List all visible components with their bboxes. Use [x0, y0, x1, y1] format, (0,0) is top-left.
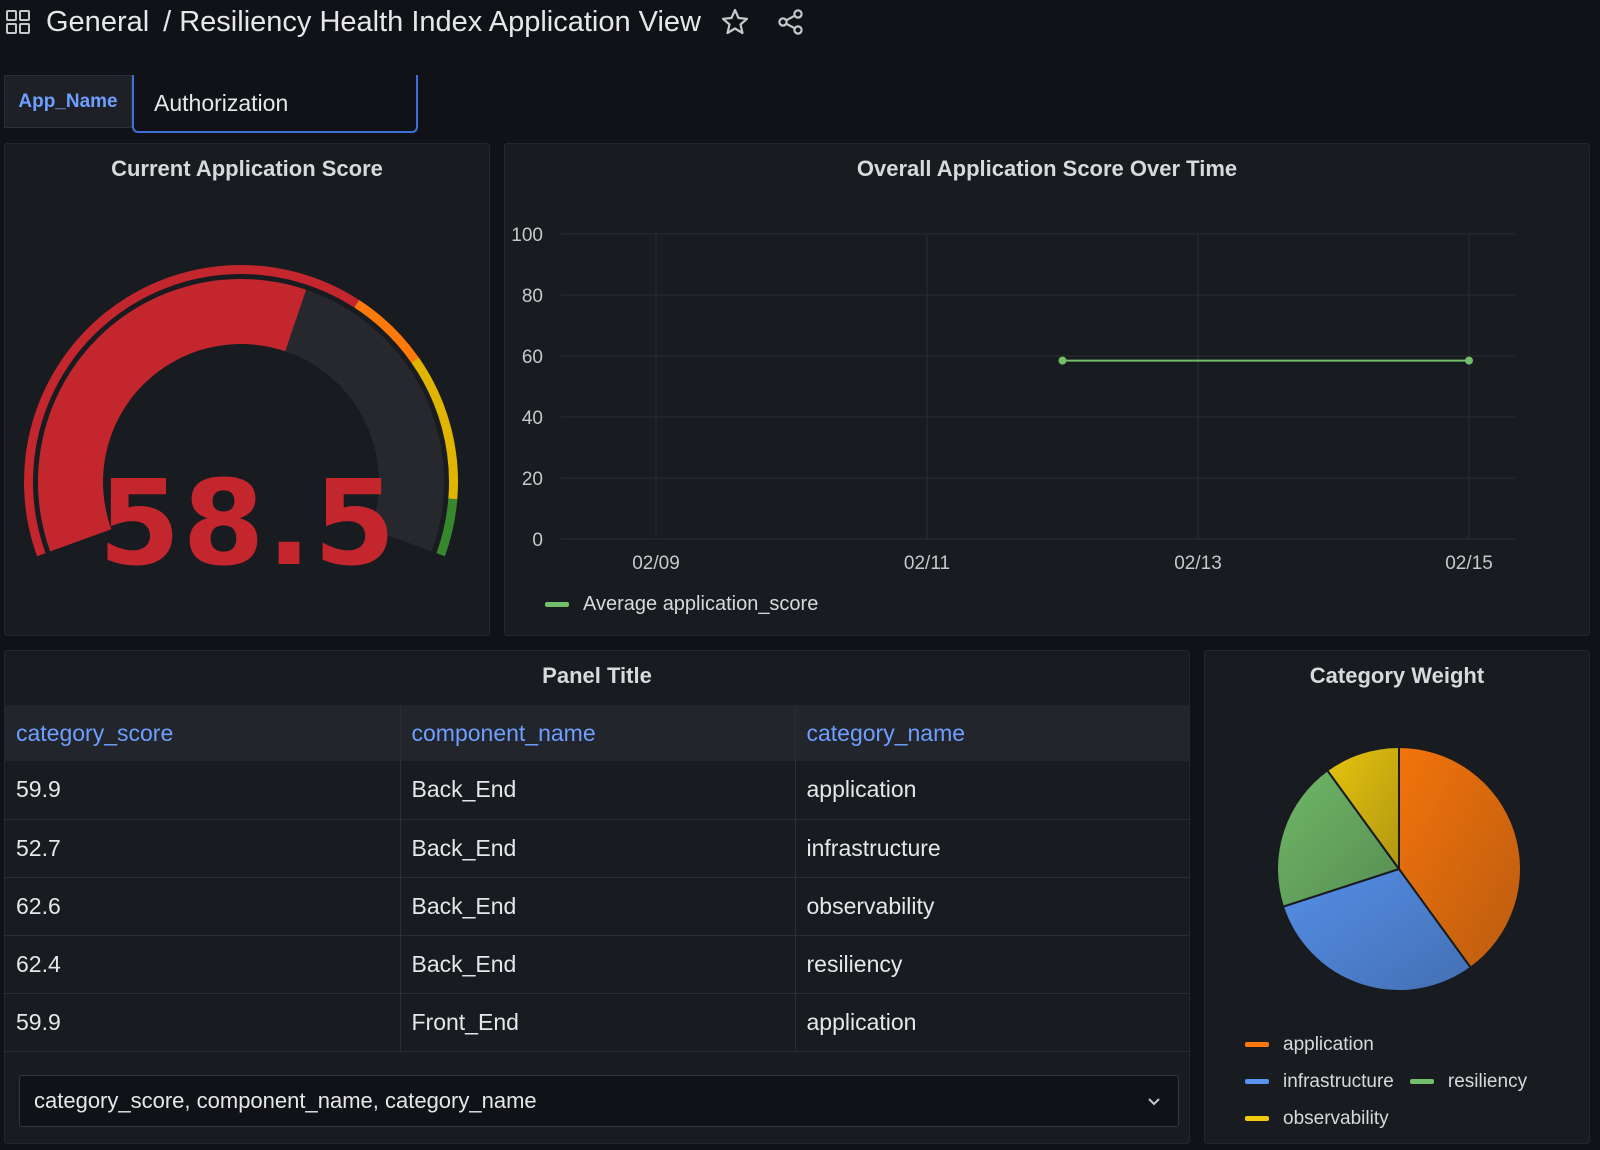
y-tick-label: 100: [511, 225, 543, 246]
panel-title[interactable]: Category Weight: [1309, 663, 1485, 688]
dashboard-title[interactable]: Resiliency Health Index Application View: [179, 5, 701, 38]
table-row: 59.9 Front_End application: [5, 993, 1189, 1052]
pie-panel: Category Weight application infrastructu…: [1204, 650, 1590, 1144]
y-tick-label: 60: [522, 347, 543, 368]
y-tick-label: 0: [532, 530, 543, 551]
gauge-panel: Current Application Score 58.5: [4, 143, 490, 636]
table-row: 62.4 Back_End resiliency: [5, 935, 1189, 994]
breadcrumb-folder[interactable]: General: [46, 5, 150, 38]
cell-category-score: 59.9: [5, 761, 401, 820]
gauge-threshold-band: [436, 498, 458, 557]
column-header-component-name[interactable]: component_name: [400, 705, 796, 761]
x-tick-label: 02/09: [632, 553, 680, 574]
pie-slice-infrastructure[interactable]: [1281, 867, 1473, 992]
grid-icon[interactable]: [4, 8, 32, 36]
legend-swatch: [545, 602, 569, 607]
cell-category-score: 59.9: [5, 993, 401, 1052]
breadcrumb-separator: /: [163, 5, 172, 38]
legend-label: resiliency: [1447, 1070, 1528, 1092]
gauge-chart: [23, 264, 458, 557]
table-panel: Panel Title category_score component_nam…: [4, 650, 1190, 1144]
panel-title[interactable]: Current Application Score: [111, 156, 383, 181]
share-icon[interactable]: [776, 7, 806, 37]
cell-category-name: observability: [795, 877, 1189, 936]
data-point[interactable]: [1058, 356, 1067, 365]
pie-slice-observability[interactable]: [1325, 745, 1400, 873]
y-tick-label: 40: [522, 408, 543, 429]
legend-item-observability[interactable]: observability: [1245, 1108, 1389, 1130]
x-tick-label: 02/15: [1445, 553, 1493, 574]
cell-component-name: Back_End: [400, 877, 796, 936]
gauge-value: 58.5: [98, 454, 398, 592]
pie-slice-resiliency[interactable]: [1276, 768, 1401, 908]
panel-title[interactable]: Overall Application Score Over Time: [856, 156, 1238, 181]
legend-swatch: [1245, 1116, 1269, 1121]
pie-legend: application infrastructure resiliency ob…: [1245, 1026, 1543, 1137]
breadcrumb: General / Resiliency Health Index Applic…: [46, 2, 701, 42]
cell-category-score: 52.7: [5, 819, 401, 878]
table-row: 52.7 Back_End infrastructure: [5, 819, 1189, 878]
data-table: category_score component_name category_n…: [5, 705, 1189, 1052]
panel-title[interactable]: Panel Title: [542, 663, 652, 688]
cell-category-name: infrastructure: [795, 819, 1189, 878]
timeseries-panel: Overall Application Score Over Time 0 20 4…: [504, 143, 1590, 636]
cell-component-name: Front_End: [400, 993, 796, 1052]
legend-label: application: [1283, 1033, 1374, 1055]
x-tick-label: 02/11: [904, 553, 950, 574]
dashboard-header: General / Resiliency Health Index Applic…: [0, 0, 1600, 50]
column-select[interactable]: category_score, component_name, category…: [19, 1075, 1179, 1127]
gauge-value-arc: [37, 278, 307, 552]
variable-input[interactable]: Authorization: [132, 75, 418, 133]
table-row: 59.9 Back_End application: [5, 761, 1189, 820]
variable-selector: App_Name Authorization: [4, 75, 418, 133]
data-point[interactable]: [1465, 356, 1473, 365]
pie-slice-application[interactable]: [1398, 745, 1522, 970]
cell-category-name: application: [795, 761, 1189, 820]
pie-chart: [1276, 745, 1522, 992]
legend-swatch: [1245, 1042, 1269, 1047]
x-tick-label: 02/13: [1174, 553, 1222, 574]
line-chart: 0 20 40 60 80 100 02/09 02/11 02/13 02/15: [511, 225, 1515, 574]
legend-item-application[interactable]: application: [1245, 1034, 1374, 1056]
legend-label: Average application_score: [583, 593, 819, 615]
table-header-row: category_score component_name category_n…: [5, 705, 1189, 761]
gauge-threshold-band: [354, 300, 419, 363]
gauge-threshold-band: [411, 357, 458, 500]
chevron-down-icon: [1148, 1098, 1160, 1106]
legend-label: observability: [1283, 1107, 1389, 1129]
legend-item-infrastructure[interactable]: infrastructure: [1245, 1071, 1394, 1093]
y-tick-label: 20: [522, 469, 543, 490]
cell-component-name: Back_End: [400, 935, 796, 994]
table-row: 62.6 Back_End observability: [5, 877, 1189, 936]
cell-category-name: application: [795, 993, 1189, 1052]
cell-component-name: Back_End: [400, 819, 796, 878]
y-tick-label: 80: [522, 286, 543, 307]
column-select-value: category_score, component_name, category…: [34, 1088, 537, 1113]
legend-swatch: [1245, 1079, 1269, 1084]
variable-label: App_Name: [4, 75, 132, 128]
legend-swatch: [1409, 1079, 1434, 1084]
legend-item-resiliency[interactable]: resiliency: [1409, 1070, 1528, 1093]
column-header-category-name[interactable]: category_name: [795, 705, 1189, 761]
cell-category-score: 62.4: [5, 935, 401, 994]
legend-label: infrastructure: [1283, 1070, 1394, 1092]
star-icon[interactable]: [720, 7, 750, 37]
chart-legend[interactable]: Average application_score: [545, 593, 818, 616]
cell-category-name: resiliency: [795, 935, 1189, 994]
column-header-category-score[interactable]: category_score: [5, 705, 401, 761]
cell-category-score: 62.6: [5, 877, 401, 936]
cell-component-name: Back_End: [400, 761, 796, 820]
